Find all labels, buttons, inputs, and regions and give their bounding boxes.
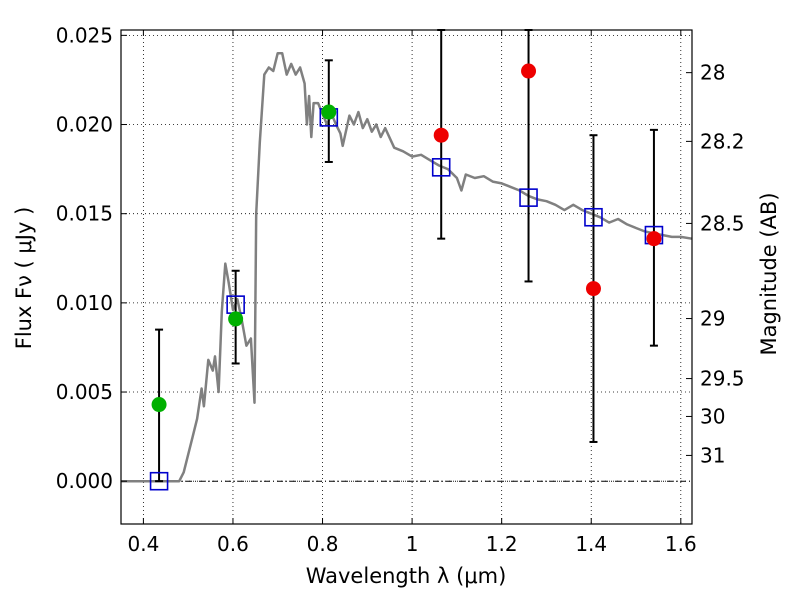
x-tick-label: 0.6 bbox=[217, 532, 249, 556]
model-square bbox=[519, 188, 538, 207]
model-square bbox=[149, 471, 169, 491]
magnitude-tick-label: 28 bbox=[700, 61, 725, 85]
model-square bbox=[584, 207, 603, 227]
axis-ticks bbox=[121, 30, 692, 524]
x-tick-label: 1.6 bbox=[665, 532, 697, 556]
nondetection-point bbox=[433, 127, 449, 143]
x-tick-label: 1.2 bbox=[486, 532, 518, 556]
nondetection-point bbox=[521, 63, 537, 79]
observed-photometry-points bbox=[151, 63, 662, 413]
detection-point bbox=[228, 311, 244, 327]
y-tick-label: 0.015 bbox=[56, 202, 113, 226]
nondetection-point bbox=[585, 281, 601, 297]
detection-point bbox=[321, 104, 337, 120]
y-axis-label: Flux Fν ( μJy ) bbox=[12, 207, 36, 350]
magnitude-tick-labels: 28 28.2 28.5 29 29.5 30 31 bbox=[700, 61, 745, 468]
x-tick-label: 1 bbox=[406, 532, 419, 556]
x-axis-label: Wavelength λ (μm) bbox=[306, 564, 507, 588]
magnitude-tick-label: 29.5 bbox=[700, 367, 745, 391]
y-tick-labels: 0.000 0.005 0.010 0.015 0.020 0.025 bbox=[56, 23, 113, 493]
model-square bbox=[431, 158, 451, 177]
model-photometry-points bbox=[149, 108, 664, 491]
x-tick-label: 0.4 bbox=[127, 532, 159, 556]
magnitude-tick-label: 30 bbox=[700, 404, 725, 428]
x-tick-label: 1.4 bbox=[575, 532, 607, 556]
magnitude-tick-label: 28.2 bbox=[700, 129, 745, 153]
y-tick-label: 0.000 bbox=[56, 469, 113, 493]
plot-frame bbox=[120, 29, 693, 525]
error-bars bbox=[155, 29, 658, 483]
x-tick-labels: 0.4 0.6 0.8 1 1.2 1.4 1.6 bbox=[127, 532, 696, 556]
nondetection-point bbox=[646, 231, 662, 247]
magnitude-tick-label: 31 bbox=[700, 443, 725, 467]
magnitude-axis-label: Magnitude (AB) bbox=[757, 192, 781, 355]
y-tick-label: 0.020 bbox=[56, 113, 113, 137]
magnitude-tick-label: 29 bbox=[700, 307, 725, 331]
y-tick-label: 0.010 bbox=[56, 291, 113, 315]
model-spectrum-line bbox=[121, 51, 693, 483]
x-tick-label: 0.8 bbox=[307, 532, 339, 556]
detection-point bbox=[151, 397, 167, 413]
magnitude-tick-label: 28.5 bbox=[700, 211, 745, 235]
y-tick-label: 0.025 bbox=[56, 23, 113, 47]
y-tick-label: 0.005 bbox=[56, 380, 113, 404]
grid bbox=[121, 30, 692, 524]
